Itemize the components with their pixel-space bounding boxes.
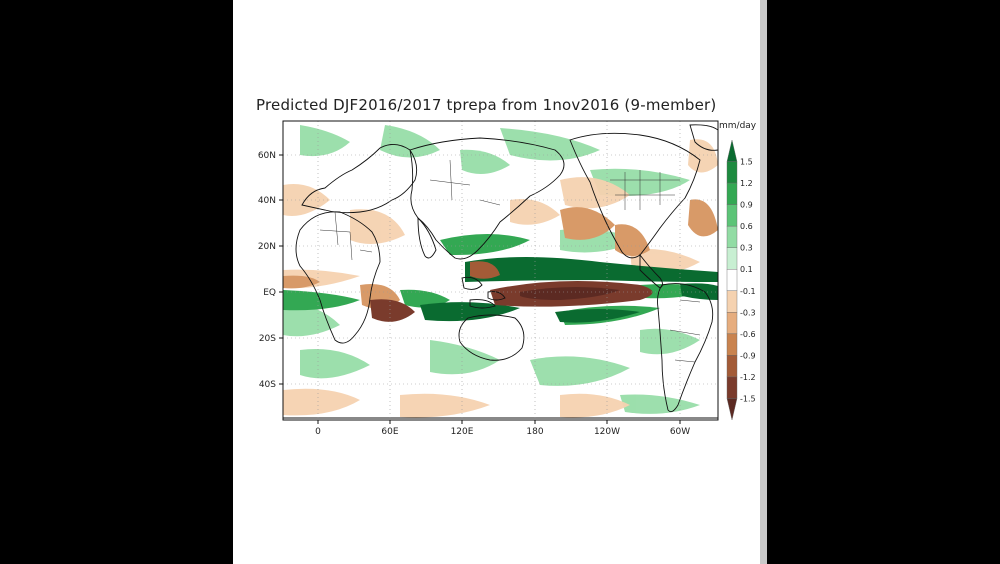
colorbar-label: 0.3	[740, 244, 753, 253]
colorbar-label: 1.2	[740, 179, 753, 188]
window-edge	[760, 0, 767, 564]
colorbar-label: 1.5	[740, 158, 753, 167]
graticule	[283, 121, 718, 420]
north-america-coast	[569, 132, 701, 259]
lon-label-0: 0	[315, 427, 321, 437]
units-label: mm/day	[719, 121, 757, 131]
colorbar-label: -0.9	[740, 351, 756, 360]
light-dry-patches	[283, 139, 718, 418]
lat-label-eq: EQ	[263, 288, 276, 298]
australia-coast	[458, 314, 525, 361]
lat-label-40s: 40S	[259, 380, 276, 390]
colorbar-label: 0.9	[740, 201, 753, 210]
greenland-coast	[689, 124, 718, 151]
lon-label-120w: 120W	[594, 427, 620, 437]
africa-coast	[295, 211, 381, 344]
lon-label-60w: 60W	[670, 427, 690, 437]
colorbar-label: 0.1	[740, 265, 753, 274]
colorbar-swatch	[726, 247, 738, 270]
colorbar-label: -1.2	[740, 373, 756, 382]
colorbar-swatch	[726, 204, 738, 227]
india-coast	[417, 216, 437, 259]
lon-label-60e: 60E	[381, 427, 398, 437]
colorbar-swatch	[726, 290, 738, 313]
political-borders	[319, 159, 701, 363]
strong-dry-tongue	[370, 261, 653, 322]
map-frame	[282, 120, 719, 421]
strong-wet-band	[420, 257, 718, 323]
colorbar-swatch	[726, 376, 738, 399]
lat-label-40n: 40N	[258, 196, 276, 206]
colorbar-swatch	[726, 182, 738, 205]
lat-label-20n: 20N	[258, 242, 276, 252]
axis-ticks	[279, 154, 681, 424]
colorbar-swatch	[726, 333, 738, 356]
lon-labels: 0 60E 120E 180 120W 60W	[315, 427, 690, 437]
map-title: Predicted DJF2016/2017 tprepa from 1nov2…	[256, 96, 717, 114]
lat-labels: 60N 40N 20N EQ 20S 40S	[258, 151, 276, 390]
colorbar-swatch	[726, 139, 738, 162]
colorbar-label: -0.1	[740, 287, 756, 296]
colorbar-swatch	[726, 312, 738, 335]
colorbar-swatch	[726, 398, 738, 421]
lat-label-60n: 60N	[258, 151, 276, 161]
maritime-continent	[461, 276, 506, 309]
colorbar-swatch	[726, 161, 738, 184]
lon-label-120e: 120E	[451, 427, 474, 437]
colorbar-swatch	[726, 225, 738, 248]
colorbar-label: -0.6	[740, 330, 756, 339]
lat-label-20s: 20S	[259, 334, 276, 344]
colorbar-label: 0.6	[740, 222, 753, 231]
colorbar-label: -1.5	[740, 394, 756, 403]
south-america-coast	[657, 283, 714, 413]
colorbar: 1.5 1.2 0.9 0.6 0.3 0.1 -0.1 -0.3 -0.6 -0.9 -1.2 -1…	[726, 139, 756, 421]
asia-coast	[409, 137, 565, 260]
lon-label-180: 180	[526, 427, 543, 437]
colorbar-label: -0.3	[740, 308, 756, 317]
coastlines	[283, 124, 718, 419]
colorbar-swatch	[726, 355, 738, 378]
colorbar-swatch	[726, 269, 738, 291]
